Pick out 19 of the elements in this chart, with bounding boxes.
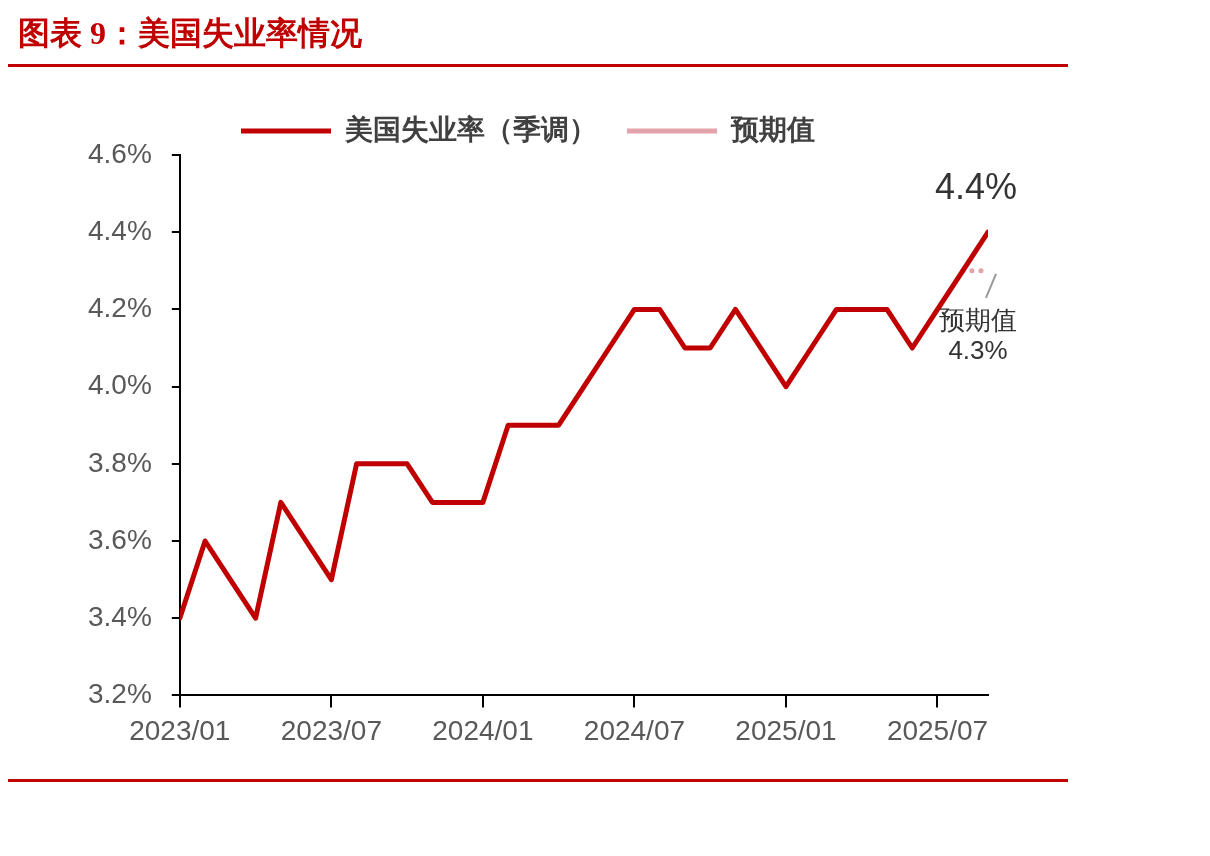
y-tick-label: 3.8% xyxy=(87,446,152,478)
data-label: 4.4% xyxy=(934,166,1018,208)
y-tick-label: 3.6% xyxy=(87,523,152,555)
x-tick-label: 2025/01 xyxy=(735,714,837,746)
y-tick-label: 4.6% xyxy=(87,137,152,169)
y-tick-label: 4.0% xyxy=(87,369,152,401)
y-tick-label: 4.4% xyxy=(87,214,152,246)
y-tick-label: 3.2% xyxy=(87,678,152,710)
x-tick-label: 2023/07 xyxy=(280,714,382,746)
annotation: 预期值 4.3% xyxy=(939,304,1017,365)
x-tick-label: 2023/01 xyxy=(129,714,231,746)
legend-label: 预期值 xyxy=(730,113,815,145)
x-tick-label: 2025/07 xyxy=(886,714,989,746)
chart-title: 图表 9：美国失业率情况 xyxy=(17,14,363,53)
x-tick-label: 2024/01 xyxy=(432,714,534,746)
legend-label: 美国失业率（季调） xyxy=(344,113,597,145)
y-tick-label: 3.4% xyxy=(87,600,152,632)
x-tick-label: 2024/07 xyxy=(583,714,686,746)
y-tick-label: 4.2% xyxy=(87,292,152,324)
